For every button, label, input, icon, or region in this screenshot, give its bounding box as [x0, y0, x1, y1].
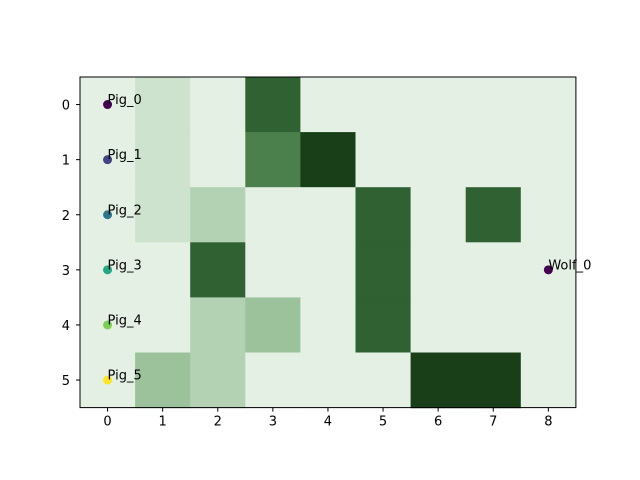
- grid-cell: [410, 187, 467, 243]
- grid-cell: [520, 132, 577, 188]
- grid-cell: [300, 77, 357, 133]
- agent-marker: [103, 155, 113, 165]
- y-axis: 0 1 2 3 4 5: [62, 99, 80, 389]
- y-tick-label: 2: [62, 209, 70, 224]
- grid-cell: [410, 352, 467, 409]
- y-tick-label: 0: [62, 99, 70, 114]
- grid-cell: [245, 132, 301, 188]
- agent-label: Pig_3: [108, 258, 142, 273]
- grid-cell: [355, 297, 412, 354]
- grid-cell: [245, 187, 301, 243]
- grid-cell: [190, 132, 246, 188]
- grid-cell: [520, 352, 577, 409]
- agent-label: Pig_5: [108, 369, 142, 384]
- grid-cell: [410, 77, 467, 133]
- grid-cell: [355, 187, 412, 243]
- x-tick-label: 3: [269, 415, 277, 430]
- grid-cell: [520, 187, 577, 243]
- grid-cell: [355, 352, 412, 409]
- grid-cell: [520, 77, 577, 133]
- grid-cell: [135, 132, 191, 188]
- grid-cell: [135, 242, 191, 298]
- grid-cell: [465, 77, 522, 133]
- agent-marker: [103, 210, 113, 220]
- grid-cell: [410, 242, 467, 298]
- grid-cell: [465, 132, 522, 188]
- agent-marker: [103, 265, 113, 275]
- grid-cell: [465, 352, 522, 409]
- agent-label: Wolf_0: [548, 258, 591, 273]
- grid-cell: [190, 77, 246, 133]
- grid-cell: [410, 297, 467, 354]
- agents-layer: Pig_0 Pig_1 Pig_2 Pig_3 Pig_4 Pig_5 Wolf_0: [103, 93, 591, 385]
- grid-cell: [520, 297, 577, 354]
- x-tick-label: 5: [379, 415, 387, 430]
- x-tick-label: 7: [489, 415, 497, 430]
- grid-cell: [355, 132, 412, 188]
- grid-cell: [355, 77, 412, 133]
- y-tick-label: 1: [62, 154, 70, 169]
- grid-cell: [300, 352, 357, 409]
- agent-label: Pig_2: [108, 203, 142, 218]
- y-tick-label: 5: [62, 374, 70, 389]
- grid-cell: [300, 187, 357, 243]
- grid-cell: [465, 242, 522, 298]
- agent-label: Pig_4: [108, 313, 142, 328]
- agent-label: Pig_0: [108, 93, 142, 108]
- grid-cell: [135, 77, 191, 133]
- grid-cell: [355, 242, 412, 298]
- x-axis: 0 1 2 3 4 5 6 7 8: [103, 407, 552, 430]
- grid-cell: [300, 132, 357, 188]
- grid-cells: [80, 77, 577, 409]
- grid-cell: [135, 297, 191, 354]
- grid-cell: [245, 297, 301, 354]
- grid-cell: [190, 242, 246, 298]
- agent-marker: [103, 375, 113, 385]
- grid-cell: [300, 297, 357, 354]
- grid-cell: [190, 187, 246, 243]
- grid-cell: [135, 187, 191, 243]
- grid-cell: [190, 352, 246, 409]
- x-tick-label: 2: [214, 415, 222, 430]
- agent-marker: [103, 100, 113, 110]
- x-tick-label: 4: [324, 415, 332, 430]
- agent-label: Pig_1: [108, 148, 142, 163]
- x-tick-label: 0: [103, 415, 111, 430]
- agent-marker: [103, 320, 113, 330]
- grid-cell: [245, 242, 301, 298]
- x-tick-label: 1: [159, 415, 167, 430]
- y-tick-label: 3: [62, 264, 70, 279]
- x-tick-label: 8: [544, 415, 552, 430]
- grid-cell: [465, 187, 522, 243]
- grid-cell: [190, 297, 246, 354]
- y-tick-label: 4: [62, 319, 70, 334]
- grid-cell: [245, 352, 301, 409]
- grid-cell: [135, 352, 191, 409]
- grid-cell: [245, 77, 301, 133]
- grid-cell: [465, 297, 522, 354]
- agent-marker: [543, 265, 553, 275]
- grid-cell: [300, 242, 357, 298]
- x-tick-label: 6: [434, 415, 442, 430]
- grid-cell: [410, 132, 467, 188]
